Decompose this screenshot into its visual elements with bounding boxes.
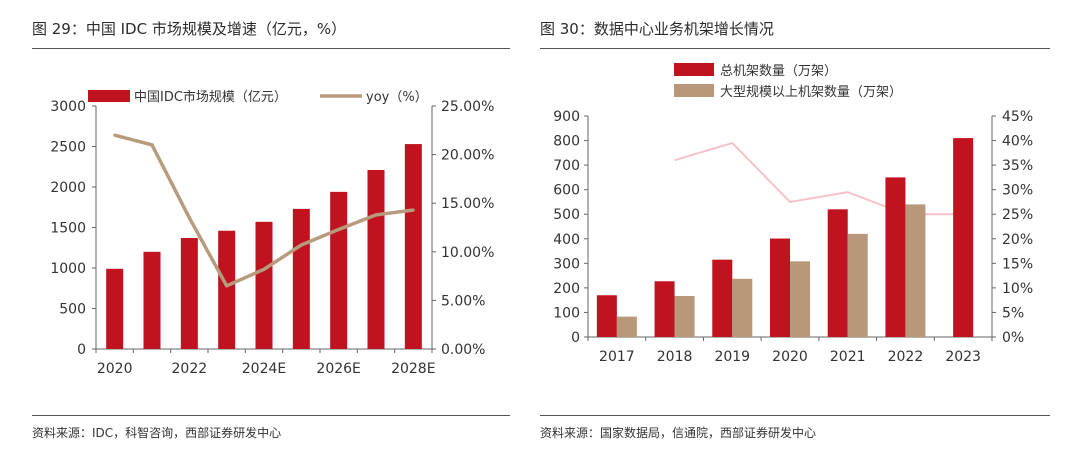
y-left-tick-label: 800: [553, 134, 580, 150]
y-left-tick-label: 500: [59, 302, 86, 318]
y-left-tick-label: 700: [553, 158, 580, 174]
x-tick-label: 2019: [714, 349, 750, 365]
bar-idc-2026E: [330, 191, 348, 349]
y-right-tick-label: 15%: [1002, 256, 1033, 272]
y-right-tick-label: 25.00%: [441, 99, 494, 115]
y-right-tick-label: 15.00%: [441, 196, 494, 212]
legend-label-line: yoy（%）: [366, 90, 428, 105]
bar-total-racks-2018: [654, 281, 675, 337]
y-right-tick-label: 20.00%: [441, 148, 494, 164]
rack-growth-chart: 0 100 200 300 400 500 600 700 800 900 0% 5% 10% 15% 20…: [553, 63, 1033, 365]
source-note: 资料来源：国家数据局，信通院，西部证券研发中心: [540, 426, 817, 440]
source-rule: [32, 415, 510, 416]
legend-swatch-bar: [88, 90, 130, 102]
bar-idc-2024E: [255, 221, 273, 349]
title-rule: [540, 48, 1050, 49]
bar-total-racks-2017: [596, 295, 617, 337]
x-tick-label: 2020: [97, 361, 133, 377]
y-right-tick-label: 25%: [1002, 207, 1033, 223]
x-tick-label: 2020: [772, 349, 808, 365]
title-rule: [32, 48, 510, 49]
yoy-point-2027E: [374, 213, 378, 217]
bar-total-racks-2019: [712, 259, 733, 337]
source-rule: [540, 415, 1050, 416]
figure-title: 图 29：中国 IDC 市场规模及增速（亿元，%）: [32, 20, 347, 38]
x-tick-label: 2022: [172, 361, 208, 377]
bar-idc-2022: [180, 238, 198, 349]
bar-idc-2027E: [367, 169, 385, 349]
y-right-tick-label: 0.00%: [441, 342, 485, 358]
y-right-tick-label: 10%: [1002, 281, 1033, 297]
chart-panel-rack-growth: 图 30：数据中心业务机架增长情况 0 100 200 300 400 500 600 700…: [540, 0, 1080, 459]
yoy-point-2021: [150, 143, 154, 147]
chart-panel-idc-market: 图 29：中国 IDC 市场规模及增速（亿元，%） 0 500 1000 1500 20…: [0, 0, 520, 459]
x-tick-label: 2024E: [242, 361, 286, 377]
bar-total-racks-2021: [827, 209, 848, 337]
x-tick-label: 2017: [599, 349, 635, 365]
y-right-tick-label: 35%: [1002, 158, 1033, 174]
y-left-tick-label: 500: [553, 207, 580, 223]
yoy-point-2023: [225, 284, 229, 288]
bar-idc-2021: [143, 251, 161, 349]
x-tick-label: 2026E: [316, 361, 360, 377]
y-left-tick-label: 3000: [50, 99, 86, 115]
y-left-tick-label: 400: [553, 232, 580, 248]
y-right-tick-label: 10.00%: [441, 245, 494, 261]
y-right-tick-label: 45%: [1002, 109, 1033, 125]
yoy-point-2028E: [411, 208, 415, 212]
y-left-tick-label: 600: [553, 183, 580, 199]
x-tick-label: 2028E: [391, 361, 435, 377]
y-right-tick-label: 30%: [1002, 183, 1033, 199]
y-left-tick-label: 900: [553, 109, 580, 125]
x-tick-label: 2018: [657, 349, 693, 365]
bar-idc-2023: [218, 230, 236, 349]
x-tick-label: 2022: [888, 349, 924, 365]
x-tick-label: 2023: [945, 349, 981, 365]
yoy-point-2020: [113, 133, 117, 137]
idc-market-chart: 0 500 1000 1500 2000 2500 3000 0.00% 5.00% 10.00%…: [50, 89, 494, 377]
legend-label-bar: 中国IDC市场规模（亿元）: [134, 89, 287, 105]
y-left-tick-label: 200: [553, 281, 580, 297]
y-right-tick-label: 5.00%: [441, 293, 485, 309]
bar-idc-2025E: [292, 208, 310, 349]
y-left-tick-label: 100: [553, 305, 580, 321]
x-tick-label: 2021: [830, 349, 866, 365]
y-right-tick-label: 5%: [1002, 305, 1024, 321]
bar-idc-2020: [106, 268, 124, 349]
legend-swatch-total: [674, 63, 714, 76]
bar-large-racks-2022: [905, 204, 926, 337]
bar-large-racks-2020: [790, 261, 810, 337]
yoy-point-2024E: [262, 267, 266, 271]
bar-large-racks-2018: [674, 295, 695, 337]
y-left-tick-label: 2500: [50, 140, 86, 156]
source-note: 资料来源：IDC，科智咨询，西部证券研发中心: [32, 426, 282, 440]
y-left-tick-label: 300: [553, 256, 580, 272]
y-left-tick-label: 2000: [50, 180, 86, 196]
bar-total-racks-2022: [885, 177, 906, 337]
growth-line: [674, 141, 964, 216]
y-left-tick-label: 0: [77, 342, 86, 358]
y-right-tick-label: 40%: [1002, 134, 1033, 150]
bar-total-racks-2020: [770, 238, 790, 337]
bar-large-racks-2017: [616, 316, 637, 337]
bar-idc-2028E: [404, 144, 422, 349]
figure-title: 图 30：数据中心业务机架增长情况: [540, 20, 774, 38]
bar-total-racks-2023: [953, 138, 974, 337]
y-left-tick-label: 0: [571, 330, 580, 346]
y-left-tick-label: 1500: [50, 221, 86, 237]
yoy-point-2026E: [337, 227, 341, 231]
legend-label-large: 大型规模以上机架数量（万架）: [720, 85, 902, 100]
y-right-tick-label: 0%: [1002, 330, 1024, 346]
y-right-tick-label: 20%: [1002, 232, 1033, 248]
y-left-tick-label: 1000: [50, 261, 86, 277]
bar-large-racks-2021: [847, 233, 868, 337]
bar-large-racks-2019: [732, 278, 753, 337]
yoy-point-2025E: [299, 243, 303, 247]
legend-label-total: 总机架数量（万架）: [720, 64, 837, 79]
legend-swatch-large: [674, 84, 714, 97]
yoy-point-2022: [187, 216, 191, 220]
